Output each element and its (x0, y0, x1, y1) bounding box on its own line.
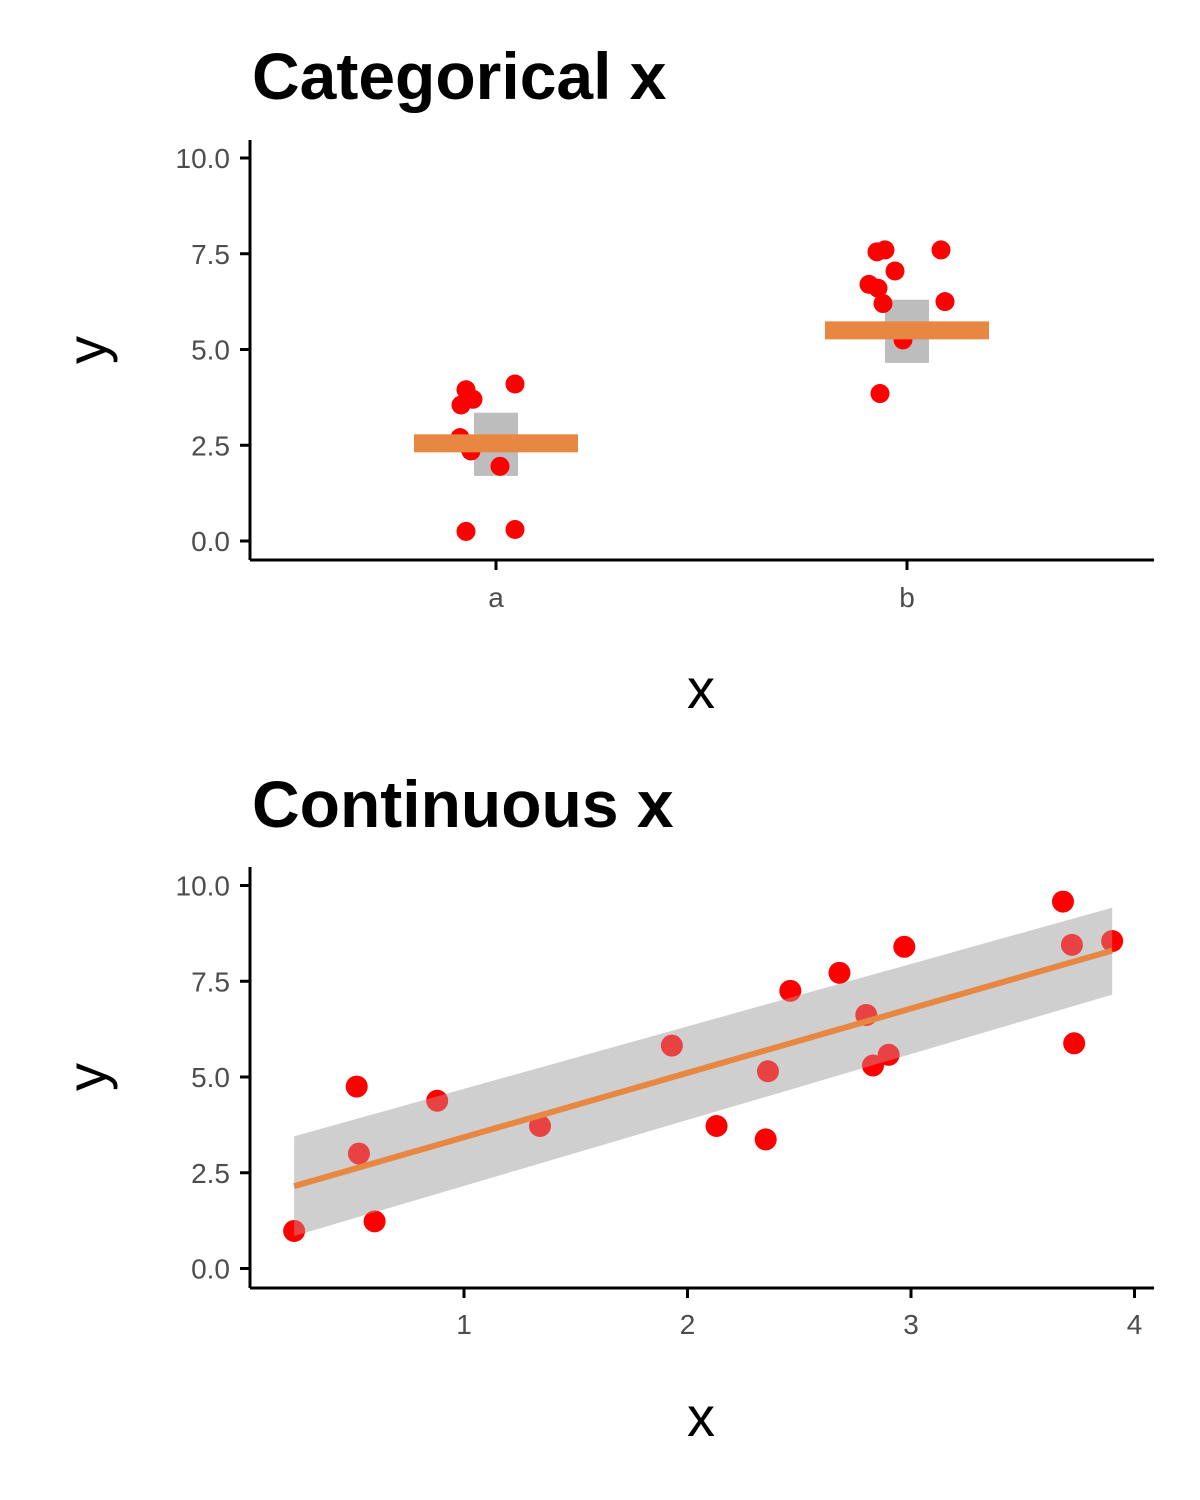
data-point (705, 1115, 728, 1138)
data-point (1051, 890, 1074, 913)
y-tick-label: 2.5 (191, 1158, 230, 1189)
plot-area (414, 240, 989, 541)
data-point (1060, 933, 1083, 956)
plot-area (283, 890, 1124, 1242)
data-point (1063, 1032, 1086, 1055)
y-tick-label: 7.5 (191, 966, 230, 997)
data-point (935, 292, 955, 312)
data-point (345, 1075, 368, 1098)
mean-bar-a (414, 434, 578, 453)
x-axis-title: x (687, 657, 715, 720)
data-point (756, 1060, 779, 1083)
x-tick-label: 1 (456, 1309, 472, 1340)
y-tick-label: 5.0 (191, 335, 230, 366)
x-tick-label: 2 (680, 1309, 696, 1340)
data-point (828, 961, 851, 984)
data-point (873, 294, 893, 314)
data-point (877, 1043, 900, 1066)
data-point (885, 261, 905, 281)
y-axis-ticks: 0.0 2.5 5.0 7.5 10.0 (176, 871, 250, 1285)
data-point (868, 278, 888, 298)
data-point (426, 1089, 449, 1112)
data-point (528, 1115, 551, 1138)
y-axis-ticks: 0.0 2.5 5.0 7.5 10.0 (176, 143, 250, 557)
y-axis-title: y (55, 1063, 118, 1091)
data-point (931, 240, 951, 260)
y-axis-title: y (55, 336, 118, 364)
data-point (363, 1210, 386, 1233)
data-point (660, 1034, 683, 1057)
confidence-band (294, 907, 1113, 1236)
y-tick-label: 7.5 (191, 239, 230, 270)
data-point (451, 395, 471, 415)
x-tick-label: 3 (903, 1309, 919, 1340)
data-point (893, 935, 916, 958)
continuous-panel: Continuous x y x 0.0 2.5 5.0 7.5 10.0 1 2 3 4 (55, 767, 1154, 1448)
y-tick-label: 0.0 (191, 1254, 230, 1285)
data-point (779, 979, 802, 1002)
y-tick-label: 10.0 (176, 871, 231, 902)
data-point (283, 1219, 306, 1242)
y-tick-label: 0.0 (191, 526, 230, 557)
data-point (870, 384, 890, 404)
x-tick-label: b (899, 582, 915, 613)
y-tick-label: 2.5 (191, 430, 230, 461)
chart-title: Categorical x (252, 39, 667, 113)
data-point (754, 1128, 777, 1151)
mean-bar-b (825, 321, 989, 340)
data-point (862, 1054, 885, 1077)
data-point (490, 456, 510, 476)
data-point (505, 374, 525, 394)
y-tick-label: 5.0 (191, 1062, 230, 1093)
regression-line (293, 947, 1113, 1190)
y-tick-label: 10.0 (176, 143, 231, 174)
data-point (347, 1142, 370, 1165)
data-point (875, 240, 895, 260)
x-tick-label: a (488, 582, 504, 613)
data-point (456, 521, 476, 541)
chart-title: Continuous x (252, 767, 674, 841)
data-point (505, 520, 525, 540)
data-point (1101, 930, 1124, 953)
confidence-band-overlay (294, 907, 1113, 1236)
x-tick-label: 4 (1127, 1309, 1143, 1340)
x-axis-title: x (687, 1385, 715, 1448)
x-axis-ticks: 1 2 3 4 (456, 1288, 1142, 1340)
